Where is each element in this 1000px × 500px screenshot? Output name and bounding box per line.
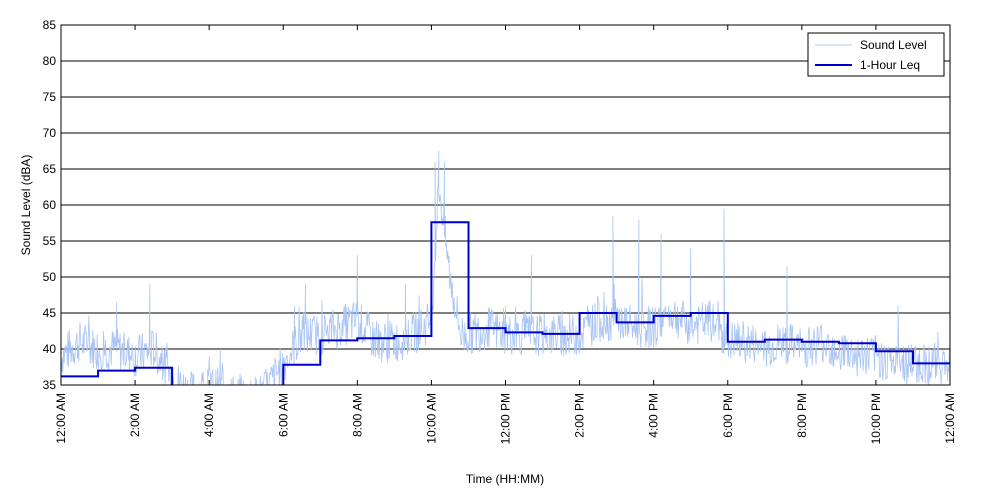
x-tick-label: 10:00 PM <box>869 393 883 444</box>
x-tick-label: 8:00 PM <box>795 393 809 438</box>
x-tick-label: 2:00 AM <box>128 393 142 437</box>
y-tick-label: 50 <box>43 270 57 284</box>
legend-label-leq: 1-Hour Leq <box>860 58 920 72</box>
y-tick-label: 45 <box>43 306 57 320</box>
x-tick-label: 12:00 PM <box>499 393 513 444</box>
y-tick-label: 80 <box>43 54 57 68</box>
legend-box <box>807 32 945 77</box>
x-tick-label: 12:00 AM <box>54 393 68 444</box>
y-tick-label: 60 <box>43 198 57 212</box>
plot-frame <box>60 24 951 386</box>
y-tick-label: 70 <box>43 126 57 140</box>
y-axis-ticks: 35 40 45 50 55 60 65 70 75 80 85 <box>43 18 66 392</box>
x-tick-label: 6:00 AM <box>276 393 290 437</box>
series-sound-level-line <box>61 150 950 385</box>
x-axis-ticks: 12:00 AM 2:00 AM 4:00 AM 6:00 AM 8:00 AM 10:0… <box>54 25 957 444</box>
x-tick-label: 2:00 PM <box>573 393 587 438</box>
x-tick-label: 4:00 AM <box>202 393 216 437</box>
series-leq-line <box>61 221 950 385</box>
x-tick-label: 10:00 AM <box>424 393 438 444</box>
y-tick-label: 85 <box>43 18 57 32</box>
y-tick-label: 40 <box>43 342 57 356</box>
x-tick-label: 4:00 PM <box>647 393 661 438</box>
y-tick-label: 35 <box>43 378 57 392</box>
y-tick-label: 75 <box>43 90 57 104</box>
y-tick-label: 55 <box>43 234 57 248</box>
x-tick-label: 6:00 PM <box>721 393 735 438</box>
y-tick-label: 65 <box>43 162 57 176</box>
x-tick-label: 8:00 AM <box>350 393 364 437</box>
x-axis-label: Time (HH:MM) <box>466 472 544 486</box>
legend: Sound Level 1-Hour Leq <box>807 32 945 77</box>
legend-label-sound-level: Sound Level <box>860 38 927 52</box>
y-axis-label: Sound Level (dBA) <box>19 155 33 256</box>
x-tick-label: 12:00 AM <box>943 393 957 444</box>
